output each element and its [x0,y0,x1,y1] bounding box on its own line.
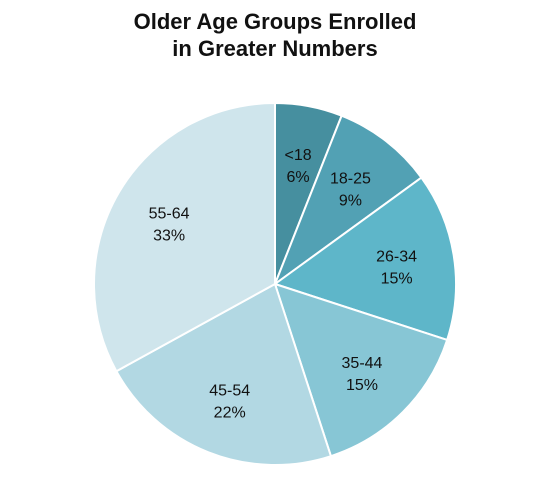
chart-title-line-2: in Greater Numbers [172,36,378,61]
slice-percent-label: 22% [214,404,246,421]
slice-category-label: <18 [285,147,312,164]
slice-percent-label: 15% [346,377,378,394]
slice-category-label: 55-64 [149,205,190,222]
chart-title-line-1: Older Age Groups Enrolled [133,9,417,34]
pie-slice-2 [274,176,457,341]
pie-slices [93,102,457,466]
pie-labels: <18 6% 18-25 9% 26-34 15% 35-44 15% 45-54 22% 55-6… [149,147,418,421]
slice-percent-label: 15% [381,271,413,288]
slice-category-label: 18-25 [330,171,371,188]
chart-title: Older Age Groups Enrolled in Greater Num… [0,8,550,62]
slice-percent-label: 33% [153,227,185,244]
pie-slice-4 [115,283,332,466]
pie-slice-5 [93,102,276,373]
slice-percent-label: 6% [287,169,310,186]
slice-percent-label: 9% [339,193,362,210]
slice-category-label: 35-44 [342,355,383,372]
pie-slice-3 [274,283,449,458]
slice-category-label: 26-34 [376,249,417,266]
slice-category-label: 45-54 [209,382,250,399]
pie-slice-1 [274,114,423,285]
